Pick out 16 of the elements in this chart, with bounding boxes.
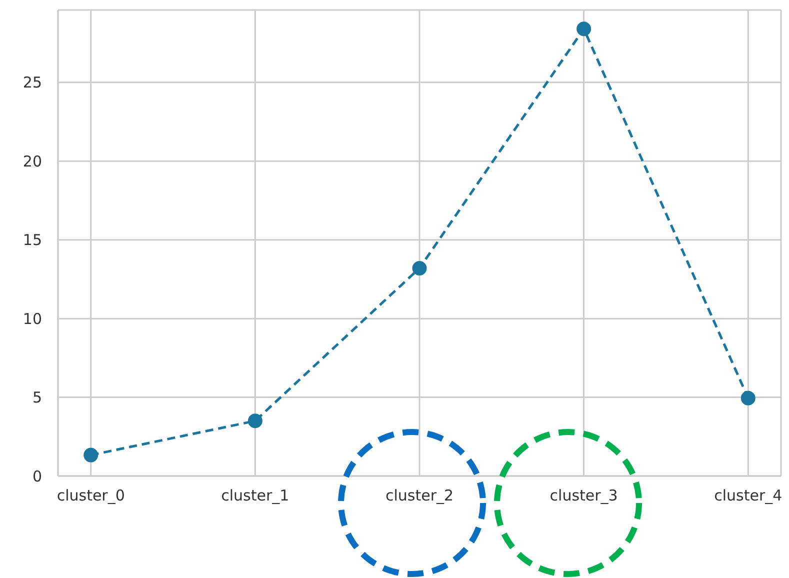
y-tick-label: 25 xyxy=(22,74,42,92)
point xyxy=(248,414,262,428)
point xyxy=(740,390,756,406)
point xyxy=(576,22,592,36)
x-tick-label: cluster_0 xyxy=(56,486,125,505)
x-tick-label: cluster_3 xyxy=(550,486,618,505)
x-tick-label: cluster_4 xyxy=(714,486,782,505)
y-tick-label: 0 xyxy=(32,467,42,486)
x-tick-label: cluster_2 xyxy=(385,486,454,505)
y-tick-label: 15 xyxy=(22,231,42,250)
y-tick-label: 5 xyxy=(32,388,42,407)
point xyxy=(84,448,98,462)
y-tick-label: 10 xyxy=(22,310,42,328)
point xyxy=(412,260,427,276)
x-tick-label: cluster_1 xyxy=(221,486,290,505)
y-tick-label: 20 xyxy=(22,152,42,170)
